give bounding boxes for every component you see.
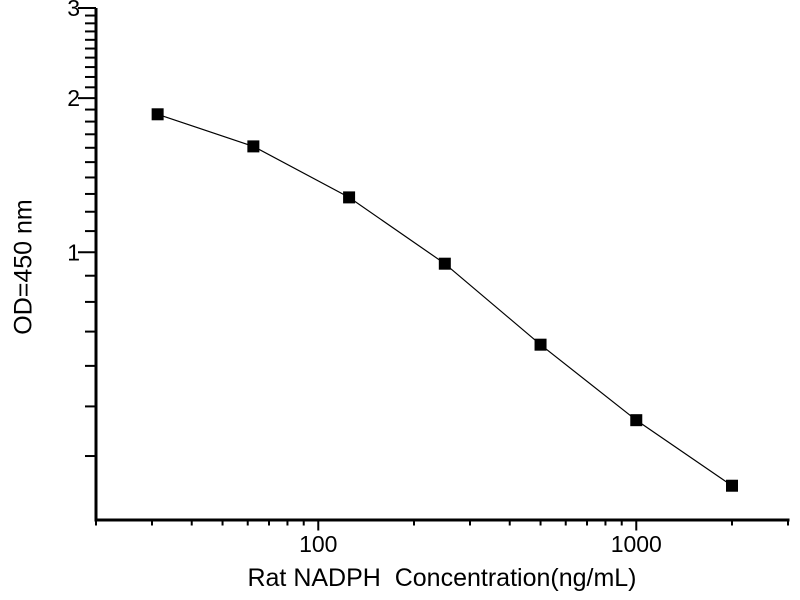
x-tick-label: 1000: [611, 531, 662, 557]
data-point-marker: [438, 257, 451, 270]
x-tick-label: 100: [299, 531, 337, 557]
y-tick-label: 2: [67, 85, 80, 111]
data-point-marker: [726, 479, 739, 492]
series-line: [157, 113, 733, 487]
y-tick-label: 3: [67, 0, 80, 21]
y-tick-label: 1: [67, 239, 80, 265]
data-point-marker: [247, 140, 260, 153]
data-point-marker: [343, 191, 356, 204]
data-point-marker: [534, 338, 547, 351]
data-point-marker: [151, 108, 164, 121]
data-point-marker: [630, 414, 643, 427]
